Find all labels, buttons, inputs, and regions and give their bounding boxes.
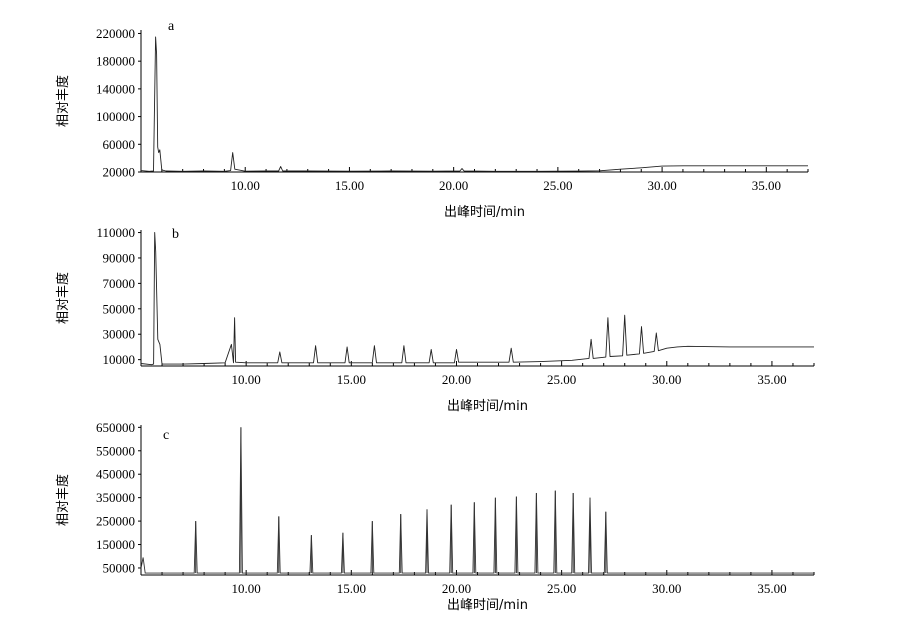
chromatogram-trace xyxy=(140,232,814,366)
x-axis-title: 出峰时间/min xyxy=(444,205,525,220)
chart-panel-c: 50000 150000 250000 350000 450000 550000 65000… xyxy=(55,420,815,613)
y-tick-label: 110000 xyxy=(96,225,135,240)
y-tick-label: 450000 xyxy=(96,467,135,482)
x-tick-label: 20.00 xyxy=(439,178,468,193)
y-tick-label: 150000 xyxy=(96,537,135,552)
x-tick-label: 35.00 xyxy=(757,581,786,596)
x-tick-label: 25.00 xyxy=(547,581,576,596)
y-tick-label: 70000 xyxy=(103,276,136,291)
y-tick-label: 140000 xyxy=(96,81,135,96)
y-tick-label: 100000 xyxy=(96,109,135,124)
y-tick-label: 350000 xyxy=(96,490,135,505)
y-tick-label: 180000 xyxy=(96,54,135,69)
chromatogram-trace xyxy=(140,36,808,172)
x-tick-label: 10.00 xyxy=(232,372,261,387)
y-tick-label: 20000 xyxy=(103,165,136,180)
chart-panel-a: 20000 60000 100000 140000 180000 220000 10.00 1… xyxy=(55,19,809,220)
y-tick-label: 90000 xyxy=(103,250,136,265)
x-tick-label: 20.00 xyxy=(442,372,471,387)
x-tick-label: 30.00 xyxy=(652,581,681,596)
y-tick-label: 60000 xyxy=(103,137,136,152)
y-tick-label: 220000 xyxy=(96,26,135,41)
x-tick-label: 35.00 xyxy=(757,372,786,387)
y-tick-label: 50000 xyxy=(103,301,136,316)
y-tick-label: 550000 xyxy=(96,443,135,458)
y-tick-label: 250000 xyxy=(96,514,135,529)
x-tick-label: 30.00 xyxy=(647,178,676,193)
y-tick-label: 30000 xyxy=(103,327,136,342)
x-tick-label: 35.00 xyxy=(752,178,781,193)
panel-label: b xyxy=(172,227,179,242)
chromatogram-trace xyxy=(140,427,814,574)
x-tick-label: 10.00 xyxy=(232,581,261,596)
x-tick-label: 30.00 xyxy=(652,372,681,387)
y-tick-label: 10000 xyxy=(103,352,136,367)
x-tick-label: 25.00 xyxy=(543,178,572,193)
x-tick-label: 25.00 xyxy=(547,372,576,387)
x-axis-title: 出峰时间/min xyxy=(447,598,528,613)
y-tick-label: 50000 xyxy=(103,560,136,575)
x-tick-label: 10.00 xyxy=(231,178,260,193)
y-axis-title: 相对丰度 xyxy=(55,272,71,324)
y-tick-label: 650000 xyxy=(96,420,135,435)
y-axis-title: 相对丰度 xyxy=(55,474,71,526)
panel-label: c xyxy=(163,428,169,443)
x-tick-label: 20.00 xyxy=(442,581,471,596)
x-tick-label: 15.00 xyxy=(337,372,366,387)
x-tick-label: 15.00 xyxy=(337,581,366,596)
x-tick-label: 15.00 xyxy=(335,178,364,193)
x-axis-title: 出峰时间/min xyxy=(447,399,528,414)
y-axis-title: 相对丰度 xyxy=(55,75,71,127)
panel-label: a xyxy=(168,19,175,34)
chart-panel-b: 10000 30000 50000 70000 90000 110000 10.00 15.0… xyxy=(55,225,815,414)
